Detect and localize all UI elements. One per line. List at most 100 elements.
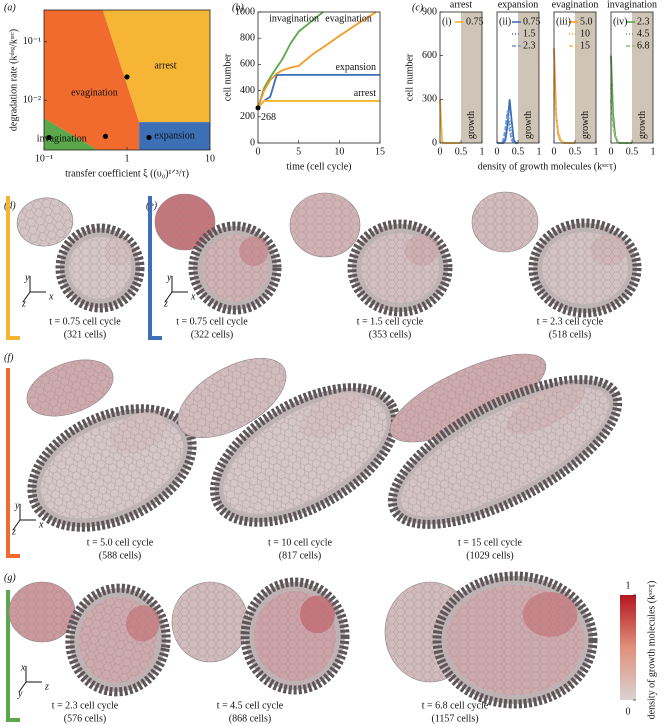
band-label: growth (580, 111, 591, 139)
x-tick-label: 0 (438, 146, 443, 157)
snapshot-time: t = 10 cell cycle (268, 537, 333, 548)
sub-panel-label: (iv) (613, 16, 627, 27)
region-label: invagination (37, 134, 87, 145)
chart-title: invagination (607, 0, 657, 10)
legend-label: 1.5 (523, 28, 536, 39)
panel-bracket (6, 196, 20, 340)
snapshot-cells: (321 cells) (64, 329, 107, 340)
plot-area: evagination arrest expansion invagination (37, 10, 210, 150)
snapshot-cells: (588 cells) (99, 550, 142, 561)
y-tick-label: 0 (250, 137, 255, 148)
growth-band (461, 12, 482, 143)
organoid-interior-cells (40, 417, 184, 519)
snapshot-cells: (576 cells) (64, 713, 107, 724)
legend-label: 0.75 (523, 16, 541, 27)
organoid-interior-cells (223, 396, 387, 514)
organoid-interior-cells (78, 597, 158, 683)
series-label: evagination (325, 13, 372, 24)
series-line (257, 11, 324, 109)
y-tick-label: 200 (240, 111, 255, 122)
axis-glyph: x (48, 291, 54, 302)
chart: expansion growth 0.751.52.3 (ii) 0 0.5 1 (495, 0, 542, 157)
panel-label: (g) (4, 572, 16, 583)
snapshot-cells: (518 cells) (549, 329, 592, 340)
x-tick-label: 0 (609, 146, 614, 157)
snapshot-cells: (1029 cells) (466, 550, 514, 561)
snapshot-time: t = 2.3 cell cycle (537, 316, 604, 327)
organoid-cells (9, 582, 75, 642)
snapshot-time: t = 6.8 cell cycle (422, 700, 489, 711)
series-label: invagination (269, 13, 319, 24)
sub-panel-label: (ii) (499, 16, 511, 27)
axis-glyph: y (24, 272, 30, 283)
plot-area: growth 2.34.56.8 (iv) (610, 12, 653, 144)
y-axis-label: degradation rate (kᵈᵉᵍ/kˢʳᶜ) (8, 29, 19, 131)
snapshot-time: t = 4.5 cell cycle (217, 700, 284, 711)
snapshot-cells: (1157 cells) (431, 713, 478, 724)
region-label: expansion (154, 130, 195, 141)
band-label: growth (637, 111, 648, 139)
snapshot-cells: (353 cells) (369, 329, 412, 340)
x-tick-label: 10⁻¹ (35, 153, 53, 164)
legend-label: 15 (580, 40, 590, 51)
panel-label: (c) (412, 2, 424, 13)
growth-band (518, 12, 539, 143)
axis-glyph: z (11, 526, 16, 537)
organoid-interior-cells (542, 232, 628, 304)
series-line (610, 84, 632, 144)
panel-bracket (6, 368, 20, 558)
x-tick-label: 0 (552, 146, 557, 157)
axis-glyph: z (163, 298, 168, 309)
panel-label: (a) (4, 2, 16, 13)
axis-arrows (18, 666, 42, 693)
organoid-interior-cells (361, 233, 439, 303)
x-tick-label: 1 (651, 146, 656, 157)
y-tick-label: 10⁻² (23, 94, 41, 105)
point (124, 74, 130, 80)
axis-arrows (12, 504, 36, 531)
x-tick-label: 0.5 (455, 146, 468, 157)
snapshot-panel: (f) y z x t = 5.0 cell cycle (588 cells) t = 1… (4, 352, 623, 561)
x-tick-label: 5 (296, 146, 301, 157)
series-label: arrest (354, 88, 376, 99)
y-tick-label: 300 (422, 94, 437, 105)
axis-glyph: x (190, 291, 196, 302)
x-tick-label: 0 (495, 146, 500, 157)
snapshot-time: t = 1.5 cell cycle (357, 316, 424, 327)
axis-glyph: x (38, 519, 44, 530)
x-axis-label: transfer coefficient ξ ((υ₀)¹ᐟ³/τ) (65, 168, 189, 179)
chart-title: expansion (498, 0, 539, 10)
snapshot-cells: (868 cells) (229, 713, 272, 724)
axis-arrows (22, 276, 46, 303)
region (102, 10, 210, 123)
annotation-label: 268 (261, 112, 276, 123)
legend-label: 2.3 (637, 16, 650, 27)
point (146, 134, 152, 141)
snapshot-time: t = 0.75 cell cycle (49, 316, 121, 327)
y-tick-label: 600 (240, 59, 255, 70)
growth-band (575, 12, 596, 143)
band-label: growth (466, 111, 477, 139)
x-tick-label: 1 (594, 146, 599, 157)
x-tick-label: 10 (205, 153, 215, 164)
colorbar-label: density of growth molecules (kˢʳᶜτ) (646, 581, 657, 720)
organoid-interior-cells (202, 235, 268, 301)
organoid-cells (155, 194, 215, 250)
y-tick-label: 10⁻¹ (23, 36, 41, 47)
region-label: evagination (71, 88, 118, 99)
region (44, 10, 140, 150)
y-axis-label: cell number (404, 53, 415, 101)
colorbar-gradient (620, 595, 636, 700)
chart-title: evagination (552, 0, 599, 10)
x-tick-label: 0 (256, 146, 261, 157)
chart-title: arrest (450, 0, 472, 10)
legend-label: 2.3 (523, 40, 536, 51)
y-tick-label: 600 (422, 50, 437, 61)
snapshot-time: t = 2.3 cell cycle (52, 700, 119, 711)
region-label: arrest (154, 60, 176, 71)
